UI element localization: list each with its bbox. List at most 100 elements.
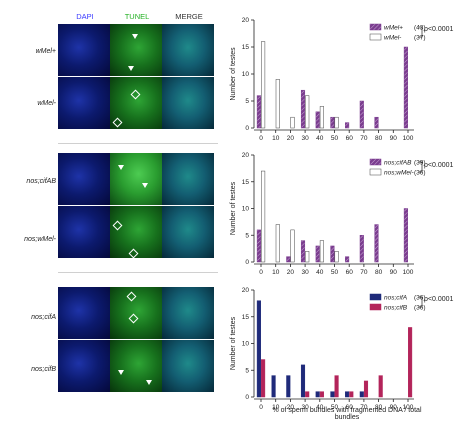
arrowhead-icon [118,370,124,375]
y-tick-label: 0 [245,125,249,132]
bar [359,100,364,129]
micrograph-cell [58,340,110,392]
legend-swatch [369,33,382,41]
micrograph-cell [162,24,214,76]
micrograph-cell [110,153,162,205]
legend-label: nos;cifA [384,295,407,302]
arrowhead-icon [132,34,138,39]
divider [58,272,218,273]
y-tick-label: 10 [242,206,250,213]
column-header-tunel: TUNEL [124,12,150,21]
x-tick-label: 40 [316,269,324,276]
bar [374,116,379,129]
bar [305,95,310,129]
legend-label: nos;wMel- [384,170,414,177]
y-tick-label: 15 [242,44,250,51]
bar [345,391,350,398]
y-tick-label: 0 [245,259,249,266]
legend-label: wMel+ [384,25,403,32]
micrograph-cell [58,206,110,258]
y-tick-label: 5 [245,232,249,239]
x-tick-label: 20 [287,269,295,276]
bar [275,79,280,129]
x-tick-label: 10 [272,269,280,276]
legend-count: (36) [414,295,426,302]
bar [334,375,339,398]
x-axis-label: % of sperm bundles with fragmented DNA /… [272,407,422,421]
bar [256,300,261,398]
bar [334,116,339,129]
micrograph-cell [110,206,162,258]
column-header-merge: MERGE [175,12,203,21]
divider [58,143,218,144]
bar [330,116,335,129]
x-tick-label: 80 [375,269,383,276]
x-tick-label: 70 [360,135,368,142]
x-tick-label: 60 [346,269,354,276]
row-label: nos;wMel- [24,236,56,243]
micrograph-cell [162,287,214,339]
bar [300,240,306,263]
legend-label: nos;cifB [384,305,408,312]
bar [363,380,369,398]
y-tick-label: 10 [242,71,250,78]
y-axis-label: Number of testes [230,47,237,101]
legend-count: (36) [414,305,426,312]
micrograph-cell [110,24,162,76]
micrograph-cell [58,153,110,205]
row-label: nos;cifB [31,366,56,373]
bar [286,256,291,263]
bar [359,391,364,398]
bar [315,111,320,129]
x-tick-label: 0 [259,404,263,411]
y-tick-label: 20 [242,152,250,159]
legend-count: (43) [414,25,426,32]
x-tick-label: 60 [346,404,354,411]
bar [271,375,276,398]
x-tick-label: 100 [403,135,414,142]
legend-swatch [369,303,382,311]
bar [330,245,335,263]
p-value: p<0.0001 [424,26,454,33]
bar [261,170,266,263]
x-tick-label: 70 [360,269,368,276]
p-value: p<0.0001 [424,162,454,169]
x-tick-label: 30 [301,135,309,142]
row-label: nos;cifA [31,314,56,321]
legend-swatch [369,158,382,166]
arrowhead-icon [142,183,148,188]
bar [256,229,261,263]
bar [359,235,364,263]
significance-bracket [419,26,423,38]
row-label: nos;cifAB [26,178,56,185]
bar [286,375,291,398]
column-header-dapi: DAPI [76,12,94,21]
x-tick-label: 0 [259,269,263,276]
x-tick-label: 30 [301,404,309,411]
significance-bracket [419,161,423,173]
bar [334,251,339,263]
x-tick-label: 90 [390,404,398,411]
bar [315,245,320,263]
micrograph-cell [162,153,214,205]
bar [290,229,295,263]
x-tick-label: 70 [360,404,368,411]
legend-label: wMel- [384,35,402,42]
bar [319,391,324,398]
p-value: p<0.0001 [424,296,454,303]
bar [349,391,354,398]
y-tick-label: 20 [242,17,250,24]
bar [275,224,280,263]
bar [305,391,310,398]
x-tick-label: 50 [331,269,339,276]
y-tick-label: 10 [242,341,250,348]
y-axis-label: Number of testes [230,316,237,370]
y-tick-label: 5 [245,98,249,105]
micrograph-cell [58,287,110,339]
micrograph-cell [162,340,214,392]
bar [403,208,408,263]
y-axis-label: Number of testes [230,181,237,235]
bar [300,364,306,398]
bar [256,95,261,129]
